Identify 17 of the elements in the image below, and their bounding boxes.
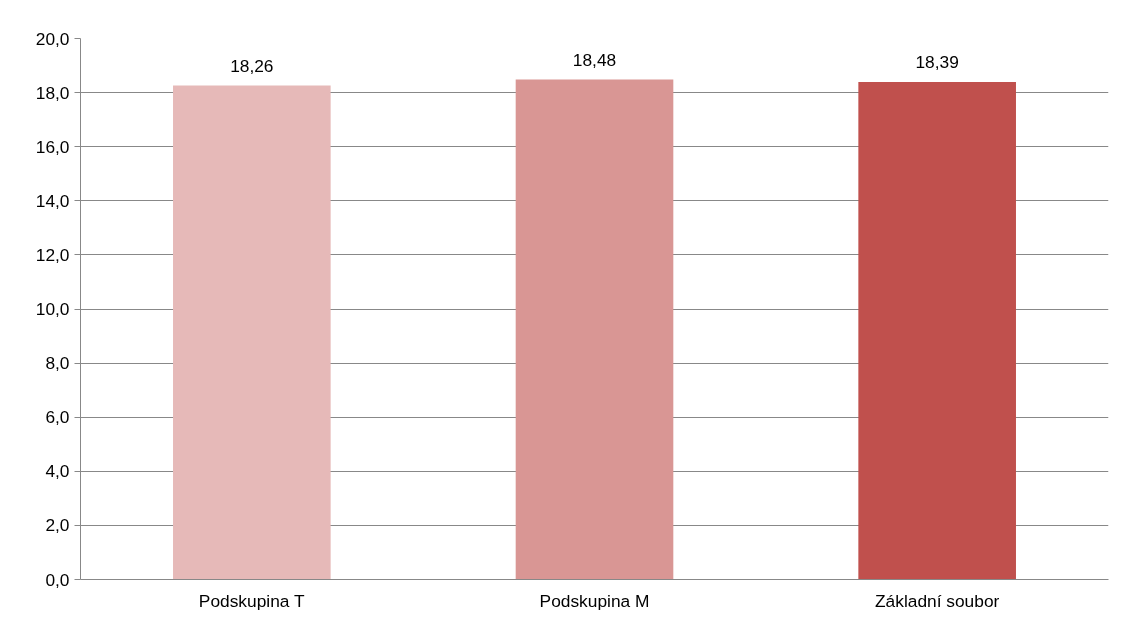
y-tick-label: 8,0 — [45, 353, 70, 374]
x-tick-label: Podskupina M — [539, 590, 650, 611]
y-tick-label: 10,0 — [35, 299, 70, 319]
data-label: 18,48 — [572, 49, 617, 70]
data-label: 18,39 — [915, 52, 959, 73]
x-tick-label: Podskupina T — [198, 590, 305, 611]
y-tick-label: 4,0 — [45, 461, 70, 482]
y-tick-label: 14,0 — [35, 190, 70, 211]
y-tick-label: 16,0 — [35, 136, 70, 157]
y-tick-label: 2,0 — [45, 515, 70, 536]
y-tick-label: 0,0 — [45, 569, 70, 590]
y-tick-label: 20,0 — [35, 28, 70, 49]
x-tick-label: Základní soubor — [875, 590, 1000, 611]
y-tick-label: 18,0 — [35, 82, 70, 103]
y-tick-label: 12,0 — [35, 244, 70, 265]
data-label: 18,26 — [230, 55, 274, 76]
y-tick-label: 6,0 — [45, 407, 70, 428]
